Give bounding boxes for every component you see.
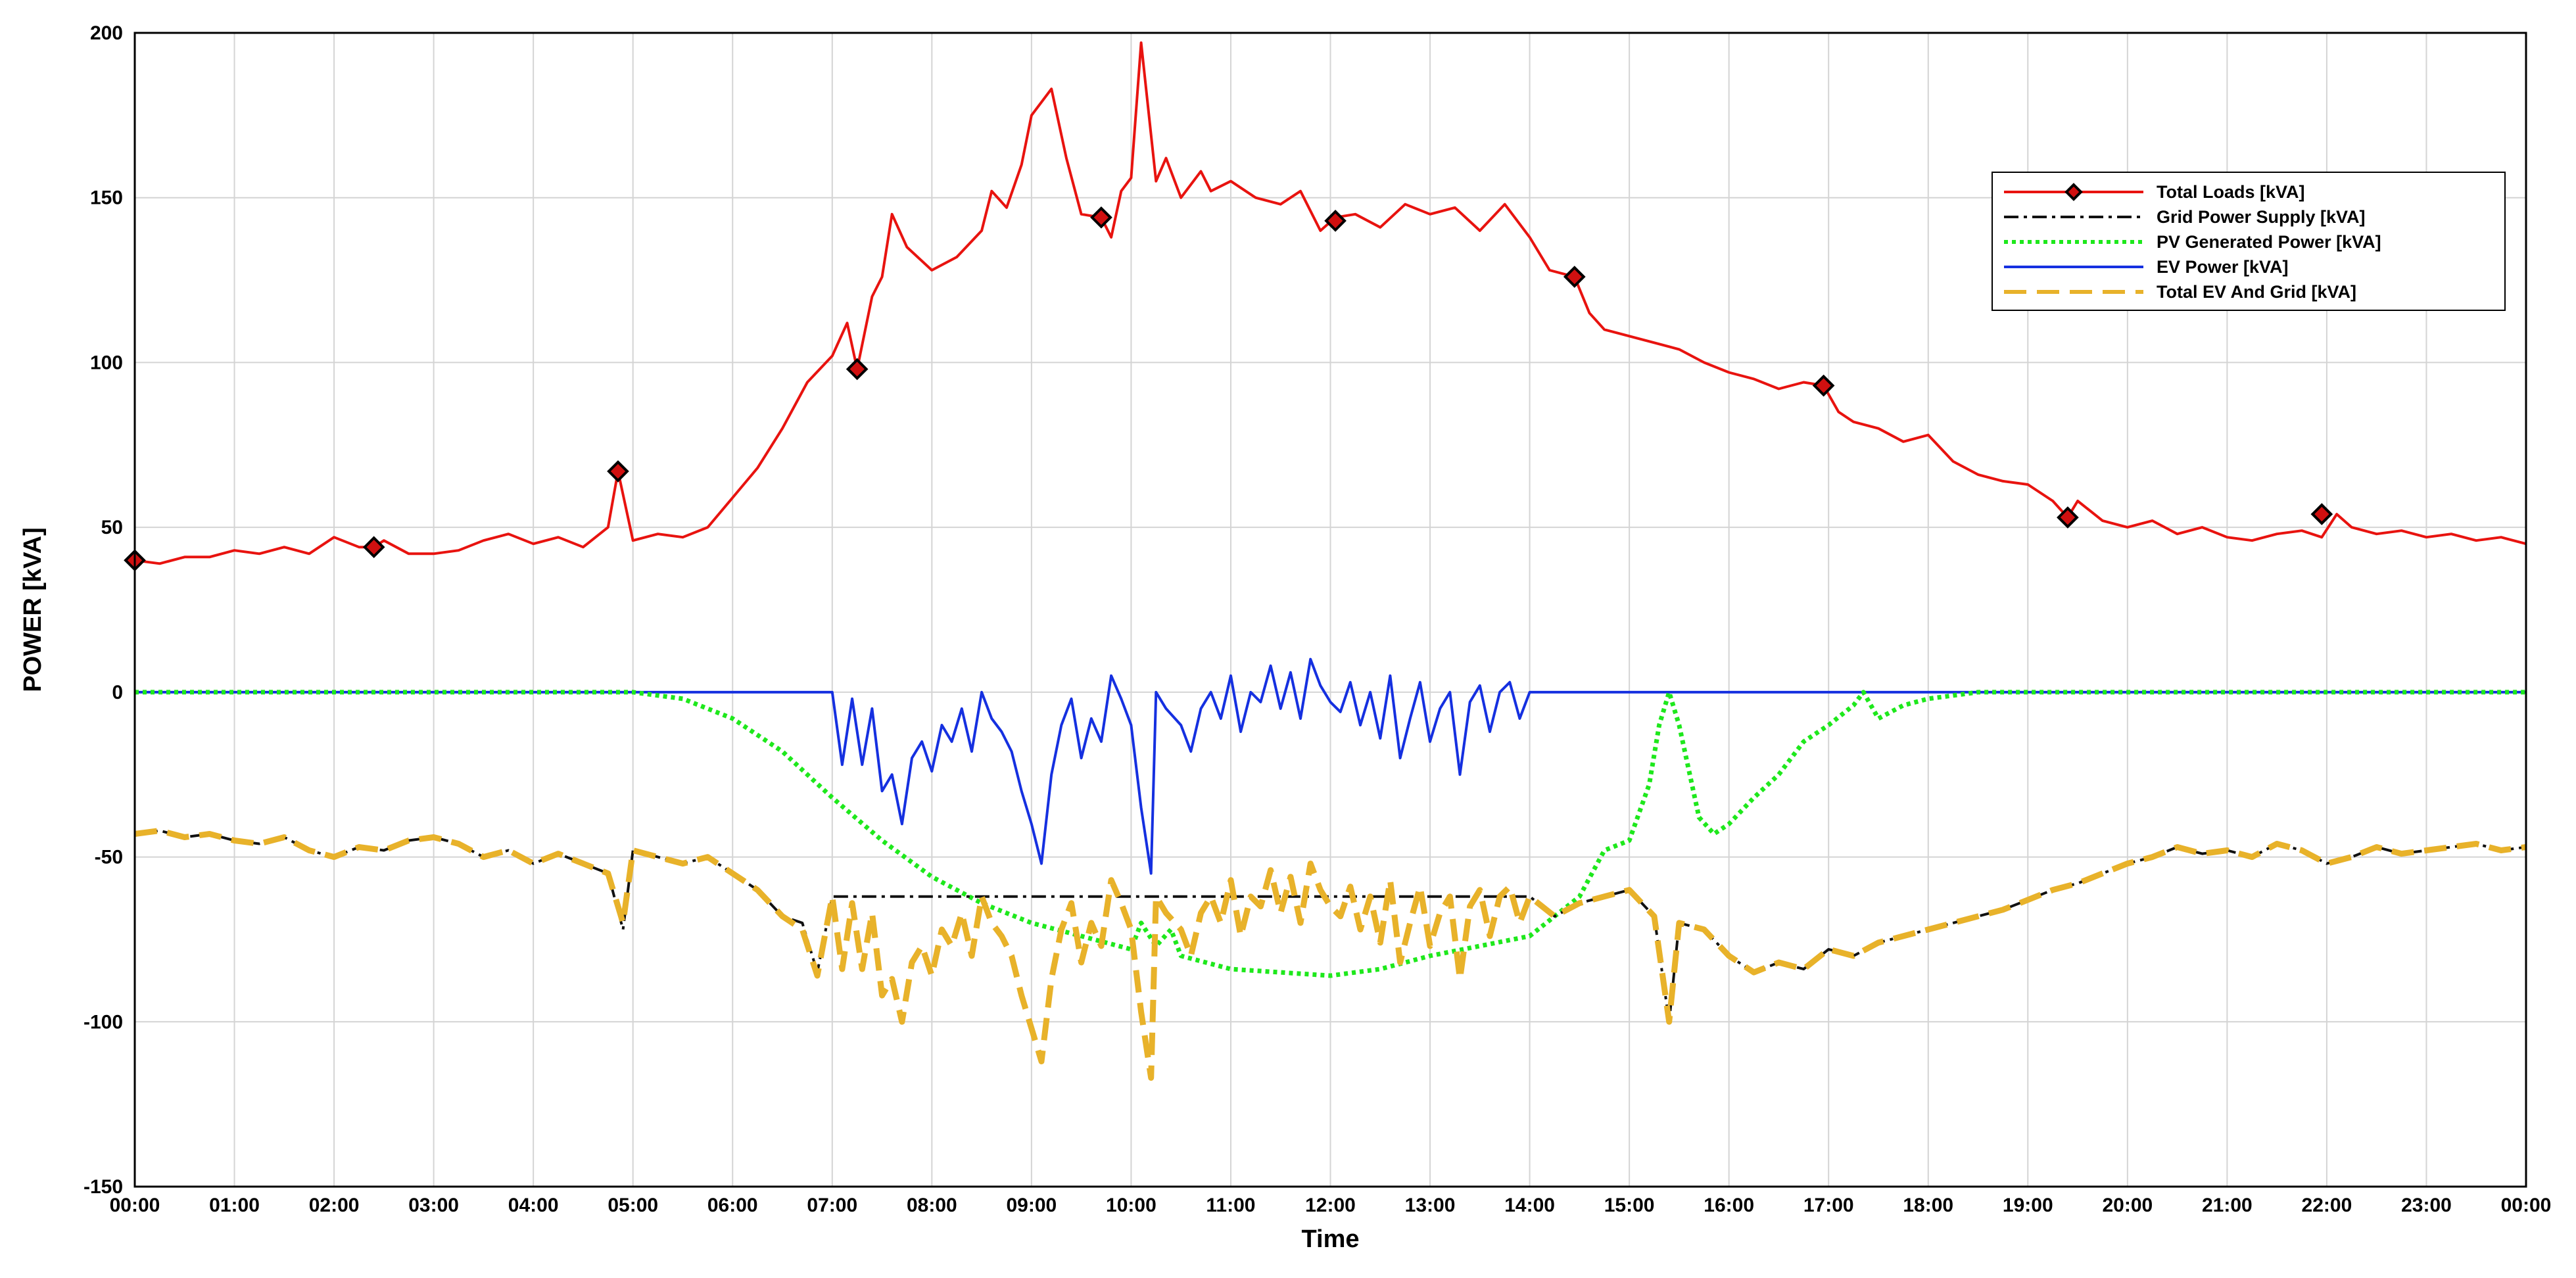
series-marker (1090, 206, 1112, 229)
series-layer (124, 41, 2527, 1081)
series-line-0 (134, 41, 2527, 565)
x-tick-label: 01:00 (209, 1195, 260, 1216)
x-tick-label: 23:00 (2401, 1195, 2452, 1216)
x-tick-label: 06:00 (707, 1195, 758, 1216)
series-marker (2310, 503, 2333, 525)
series-marker (1324, 209, 1347, 232)
legend: Total Loads [kVA] Grid Power Supply [kVA]… (1992, 172, 2506, 311)
x-tick-label: 20:00 (2102, 1195, 2153, 1216)
series-marker (2057, 506, 2079, 529)
x-tick-label: 19:00 (2003, 1195, 2053, 1216)
x-tick-label: 16:00 (1704, 1195, 1754, 1216)
legend-label: PV Generated Power [kVA] (2157, 232, 2381, 252)
x-tick-label: 21:00 (2202, 1195, 2253, 1216)
legend-label: Total EV And Grid [kVA] (2157, 282, 2356, 302)
legend-label: Grid Power Supply [kVA] (2157, 207, 2366, 227)
plot-frame (133, 32, 2527, 1188)
y-axis-label: POWER [kVA] (19, 527, 47, 692)
y-tick-label: -150 (83, 1176, 123, 1198)
x-tick-label: 15:00 (1604, 1195, 1655, 1216)
series-marker (846, 358, 869, 381)
x-tick-label: 12:00 (1305, 1195, 1356, 1216)
legend-label: EV Power [kVA] (2157, 257, 2289, 277)
x-tick-label: 08:00 (907, 1195, 957, 1216)
series-line-4 (134, 828, 2527, 1081)
x-axis-label: Time (1301, 1225, 1359, 1253)
series-marker (607, 460, 629, 483)
x-tick-label: 00:00 (110, 1195, 160, 1216)
x-tick-label: 05:00 (608, 1195, 658, 1216)
y-tick-label: 0 (112, 682, 123, 703)
x-tick-label: 22:00 (2302, 1195, 2352, 1216)
series-marker (1812, 374, 1835, 397)
x-tick-label: 02:00 (309, 1195, 360, 1216)
grid-lines (134, 32, 2527, 1187)
x-tick-label: 17:00 (1803, 1195, 1854, 1216)
y-tick-labels: -150 -100 -50 0 50 100 150 200 (83, 22, 123, 1198)
y-tick-label: -50 (95, 847, 123, 868)
x-tick-label: 18:00 (1903, 1195, 1953, 1216)
x-tick-label: 00:00 (2501, 1195, 2552, 1216)
legend-marker (2064, 183, 2083, 201)
x-tick-label: 14:00 (1504, 1195, 1555, 1216)
x-tick-label: 03:00 (408, 1195, 459, 1216)
y-tick-label: 100 (90, 352, 123, 373)
x-tick-labels: 00:00 01:00 02:00 03:00 04:00 05:00 06:00 07:00… (110, 1195, 2552, 1216)
y-tick-label: 200 (90, 22, 123, 44)
y-tick-label: -100 (83, 1011, 123, 1033)
series-line-3 (135, 657, 2526, 875)
x-tick-label: 13:00 (1405, 1195, 1456, 1216)
x-tick-label: 07:00 (807, 1195, 857, 1216)
x-tick-label: 04:00 (508, 1195, 559, 1216)
series-marker (362, 536, 385, 559)
series-line-2 (135, 690, 2526, 978)
y-tick-label: 150 (90, 187, 123, 209)
x-tick-label: 10:00 (1106, 1195, 1157, 1216)
y-tick-label: 50 (101, 517, 123, 538)
series-marker (1563, 266, 1586, 288)
legend-label: Total Loads [kVA] (2157, 182, 2305, 202)
x-tick-label: 09:00 (1007, 1195, 1057, 1216)
x-tick-label: 11:00 (1206, 1195, 1255, 1216)
